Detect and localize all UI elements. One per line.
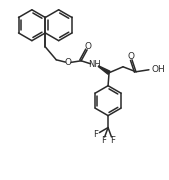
Text: F: F: [93, 130, 99, 139]
Polygon shape: [98, 66, 110, 74]
Text: F: F: [101, 136, 106, 145]
Text: OH: OH: [152, 65, 166, 74]
Text: O: O: [85, 42, 92, 51]
Text: O: O: [127, 52, 135, 61]
Text: O: O: [65, 58, 72, 67]
Text: NH: NH: [88, 60, 101, 69]
Text: F: F: [110, 136, 115, 145]
